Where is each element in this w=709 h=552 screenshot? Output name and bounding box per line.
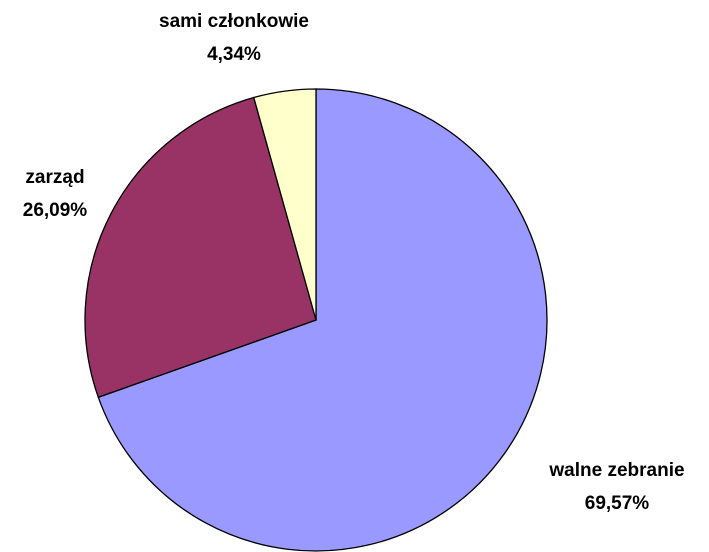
slice-label: sami członkowie: [159, 11, 309, 32]
slice-value-label: 69,57%: [585, 493, 650, 514]
slice-label: zarząd: [25, 167, 84, 188]
slice-label: walne zebranie: [548, 460, 684, 481]
slice-value-label: 4,34%: [207, 44, 261, 65]
slice-value-label: 26,09%: [23, 200, 88, 221]
pie-slice: [252, 88, 317, 321]
pie-slice: [97, 88, 548, 552]
pie-slice: [84, 96, 317, 399]
